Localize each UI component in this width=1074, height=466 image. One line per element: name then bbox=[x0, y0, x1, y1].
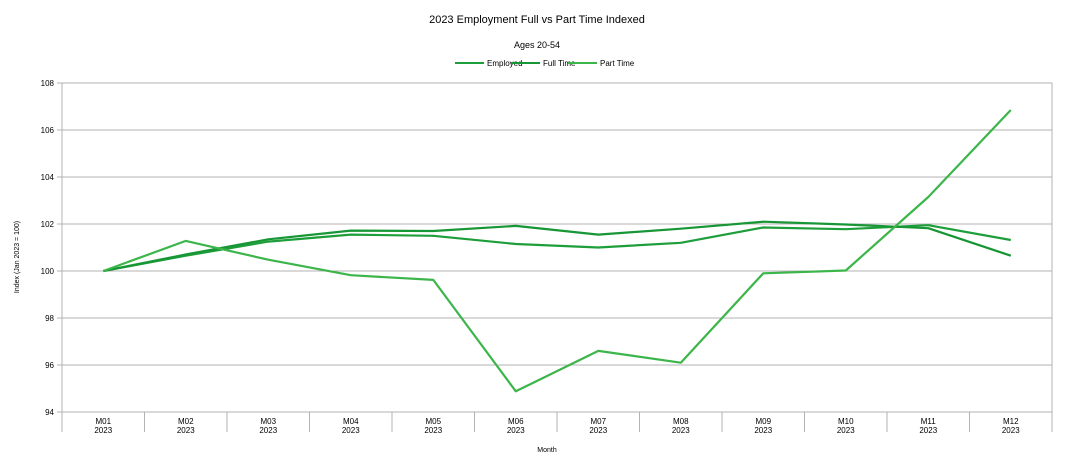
y-tick-label-94: 94 bbox=[45, 408, 54, 417]
y-axis-label: Index (Jan 2023 = 100) bbox=[14, 221, 21, 293]
x-tick-year-m11: 2023 bbox=[919, 426, 937, 435]
x-tick-year-m04: 2023 bbox=[342, 426, 360, 435]
x-tick-label-m05: M05 bbox=[425, 417, 441, 426]
x-tick-label-m02: M02 bbox=[178, 417, 194, 426]
x-tick-label-m03: M03 bbox=[260, 417, 276, 426]
chart-subtitle: Ages 20-54 bbox=[514, 40, 560, 50]
series-line-full-time bbox=[103, 220, 1012, 273]
series-line-employed bbox=[103, 224, 1011, 273]
legend-label-full-time: Full Time bbox=[543, 59, 576, 68]
x-tick-label-m09: M09 bbox=[755, 417, 771, 426]
x-tick-label-m04: M04 bbox=[343, 417, 359, 426]
legend-label-employed: Employed bbox=[487, 59, 523, 68]
x-tick-label-m06: M06 bbox=[508, 417, 524, 426]
x-tick-year-m03: 2023 bbox=[259, 426, 277, 435]
y-tick-label-104: 104 bbox=[41, 173, 55, 182]
y-tick-label-102: 102 bbox=[41, 220, 55, 229]
x-tick-label-m08: M08 bbox=[673, 417, 689, 426]
x-tick-label-m01: M01 bbox=[95, 417, 111, 426]
x-tick-year-m02: 2023 bbox=[177, 426, 195, 435]
series-lines bbox=[102, 109, 1012, 393]
y-axis-ticks: 94 96 98 100 102 104 106 108 bbox=[41, 79, 62, 417]
x-tick-year-m07: 2023 bbox=[589, 426, 607, 435]
x-tick-year-m09: 2023 bbox=[754, 426, 772, 435]
plot-area-border bbox=[61, 82, 1053, 413]
x-tick-label-m07: M07 bbox=[590, 417, 606, 426]
x-tick-year-m08: 2023 bbox=[672, 426, 690, 435]
x-tick-year-m05: 2023 bbox=[424, 426, 442, 435]
series-line-part-time bbox=[102, 109, 1012, 393]
legend: Employed Full Time Part Time bbox=[455, 59, 635, 68]
x-axis-ticks: M012023M022023M032023M042023M052023M0620… bbox=[61, 412, 1053, 435]
x-axis-label: Month bbox=[537, 447, 557, 454]
x-tick-label-m10: M10 bbox=[838, 417, 854, 426]
x-tick-year-m06: 2023 bbox=[507, 426, 525, 435]
y-tick-label-100: 100 bbox=[41, 267, 55, 276]
x-tick-label-m11: M11 bbox=[921, 417, 937, 426]
y-tick-label-108: 108 bbox=[41, 79, 55, 88]
y-tick-label-106: 106 bbox=[41, 126, 55, 135]
x-tick-label-m12: M12 bbox=[1003, 417, 1019, 426]
x-tick-year-m10: 2023 bbox=[837, 426, 855, 435]
x-tick-year-m01: 2023 bbox=[94, 426, 112, 435]
y-tick-label-98: 98 bbox=[45, 314, 54, 323]
chart-title: 2023 Employment Full vs Part Time Indexe… bbox=[429, 14, 645, 26]
legend-label-part-time: Part Time bbox=[600, 59, 635, 68]
x-tick-year-m12: 2023 bbox=[1002, 426, 1020, 435]
y-tick-label-96: 96 bbox=[45, 361, 54, 370]
